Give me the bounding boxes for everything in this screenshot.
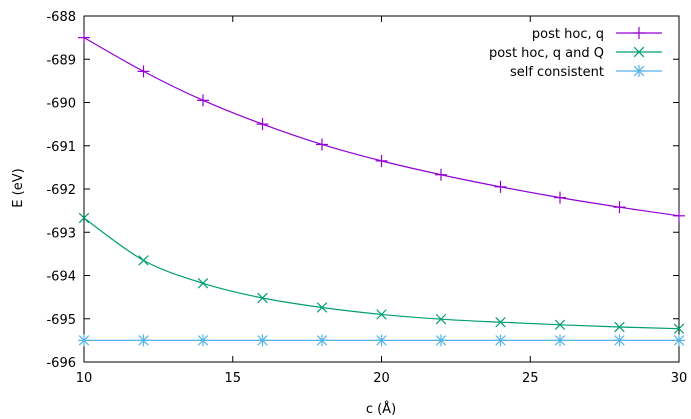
y-tick-label: -696 [46,356,76,371]
x-tick-label: 20 [373,371,390,386]
y-tick-label: -688 [46,10,76,25]
y-tick-label: -695 [46,313,76,328]
legend-marker [633,65,645,77]
data-point [256,334,269,347]
legend-marker [633,27,645,39]
data-point [554,334,566,347]
data-point [494,334,507,347]
series-line [83,217,680,330]
data-point [197,94,209,107]
legend: post hoc, q post hoc, q and Q self consist… [489,27,662,80]
data-point [554,191,566,204]
series-1 [78,31,685,222]
x-tick-label: 10 [76,371,93,386]
legend-label: post hoc, q and Q [489,46,604,61]
data-point [138,255,149,266]
data-point [316,302,328,313]
axis-ticks: 10 15 20 25 30 -696 -695 -694 -693 -692 -691 -690 -6… [46,10,687,386]
marker-stroke [316,335,328,346]
x-tick-label: 25 [522,371,539,386]
data-point [435,334,447,347]
data-point [613,201,626,214]
marker-stroke [633,65,645,77]
marker-stroke [673,335,685,346]
data-point [375,154,388,167]
legend-entry: self consistent [510,65,662,80]
y-tick-label: -689 [46,53,76,68]
data-point [375,334,388,347]
marker-stroke [257,292,268,304]
marker-stroke [316,302,328,313]
data-point [197,334,209,347]
marker-stroke [673,323,685,334]
legend-label: post hoc, q [532,27,604,42]
data-point [376,309,387,320]
data-point [495,316,506,328]
marker-stroke [376,309,387,320]
series-layer [78,31,685,347]
marker-stroke [257,335,268,346]
y-tick-label: -691 [46,140,76,155]
x-axis-label: c (Å) [366,401,396,417]
data-point [197,278,209,289]
x-tick-label: 15 [224,371,241,386]
data-point [78,31,90,44]
data-point [673,323,685,334]
marker-stroke [495,335,506,346]
marker-stroke [614,321,625,333]
data-point [256,118,269,131]
data-point [257,292,268,304]
y-tick-label: -690 [46,97,76,112]
data-point [316,138,328,151]
legend-entry: post hoc, q [532,27,662,42]
legend-marker [633,46,645,58]
y-axis-label: E (eV) [11,168,26,207]
marker-stroke [554,335,566,346]
marker-stroke [633,46,645,58]
data-point [137,65,150,78]
data-point [78,212,90,224]
x-tick-label: 30 [671,371,688,386]
data-point [494,180,507,193]
data-point [137,334,150,347]
data-point [78,334,90,347]
legend-label: self consistent [510,65,604,80]
legend-entry: post hoc, q and Q [489,46,662,61]
marker-stroke [197,335,209,346]
data-point [435,313,447,325]
marker-stroke [435,313,447,325]
marker-stroke [138,255,149,266]
marker-stroke [376,335,387,346]
series-2 [78,212,685,334]
marker-stroke [614,335,625,346]
y-tick-label: -694 [46,270,76,285]
y-tick-label: -692 [46,183,76,198]
marker-stroke [78,335,90,346]
marker-stroke [554,319,566,331]
marker-stroke [138,335,149,346]
y-tick-label: -693 [46,226,76,241]
series-line [83,37,680,217]
data-point [673,334,685,347]
data-point [316,334,328,347]
data-point [673,209,685,222]
series-3 [78,334,685,347]
marker-stroke [435,335,447,346]
data-point [554,319,566,331]
marker-stroke [78,212,90,224]
marker-stroke [197,278,209,289]
data-point [435,168,447,181]
data-point [614,321,625,333]
marker-stroke [495,316,506,328]
data-point [613,334,626,347]
